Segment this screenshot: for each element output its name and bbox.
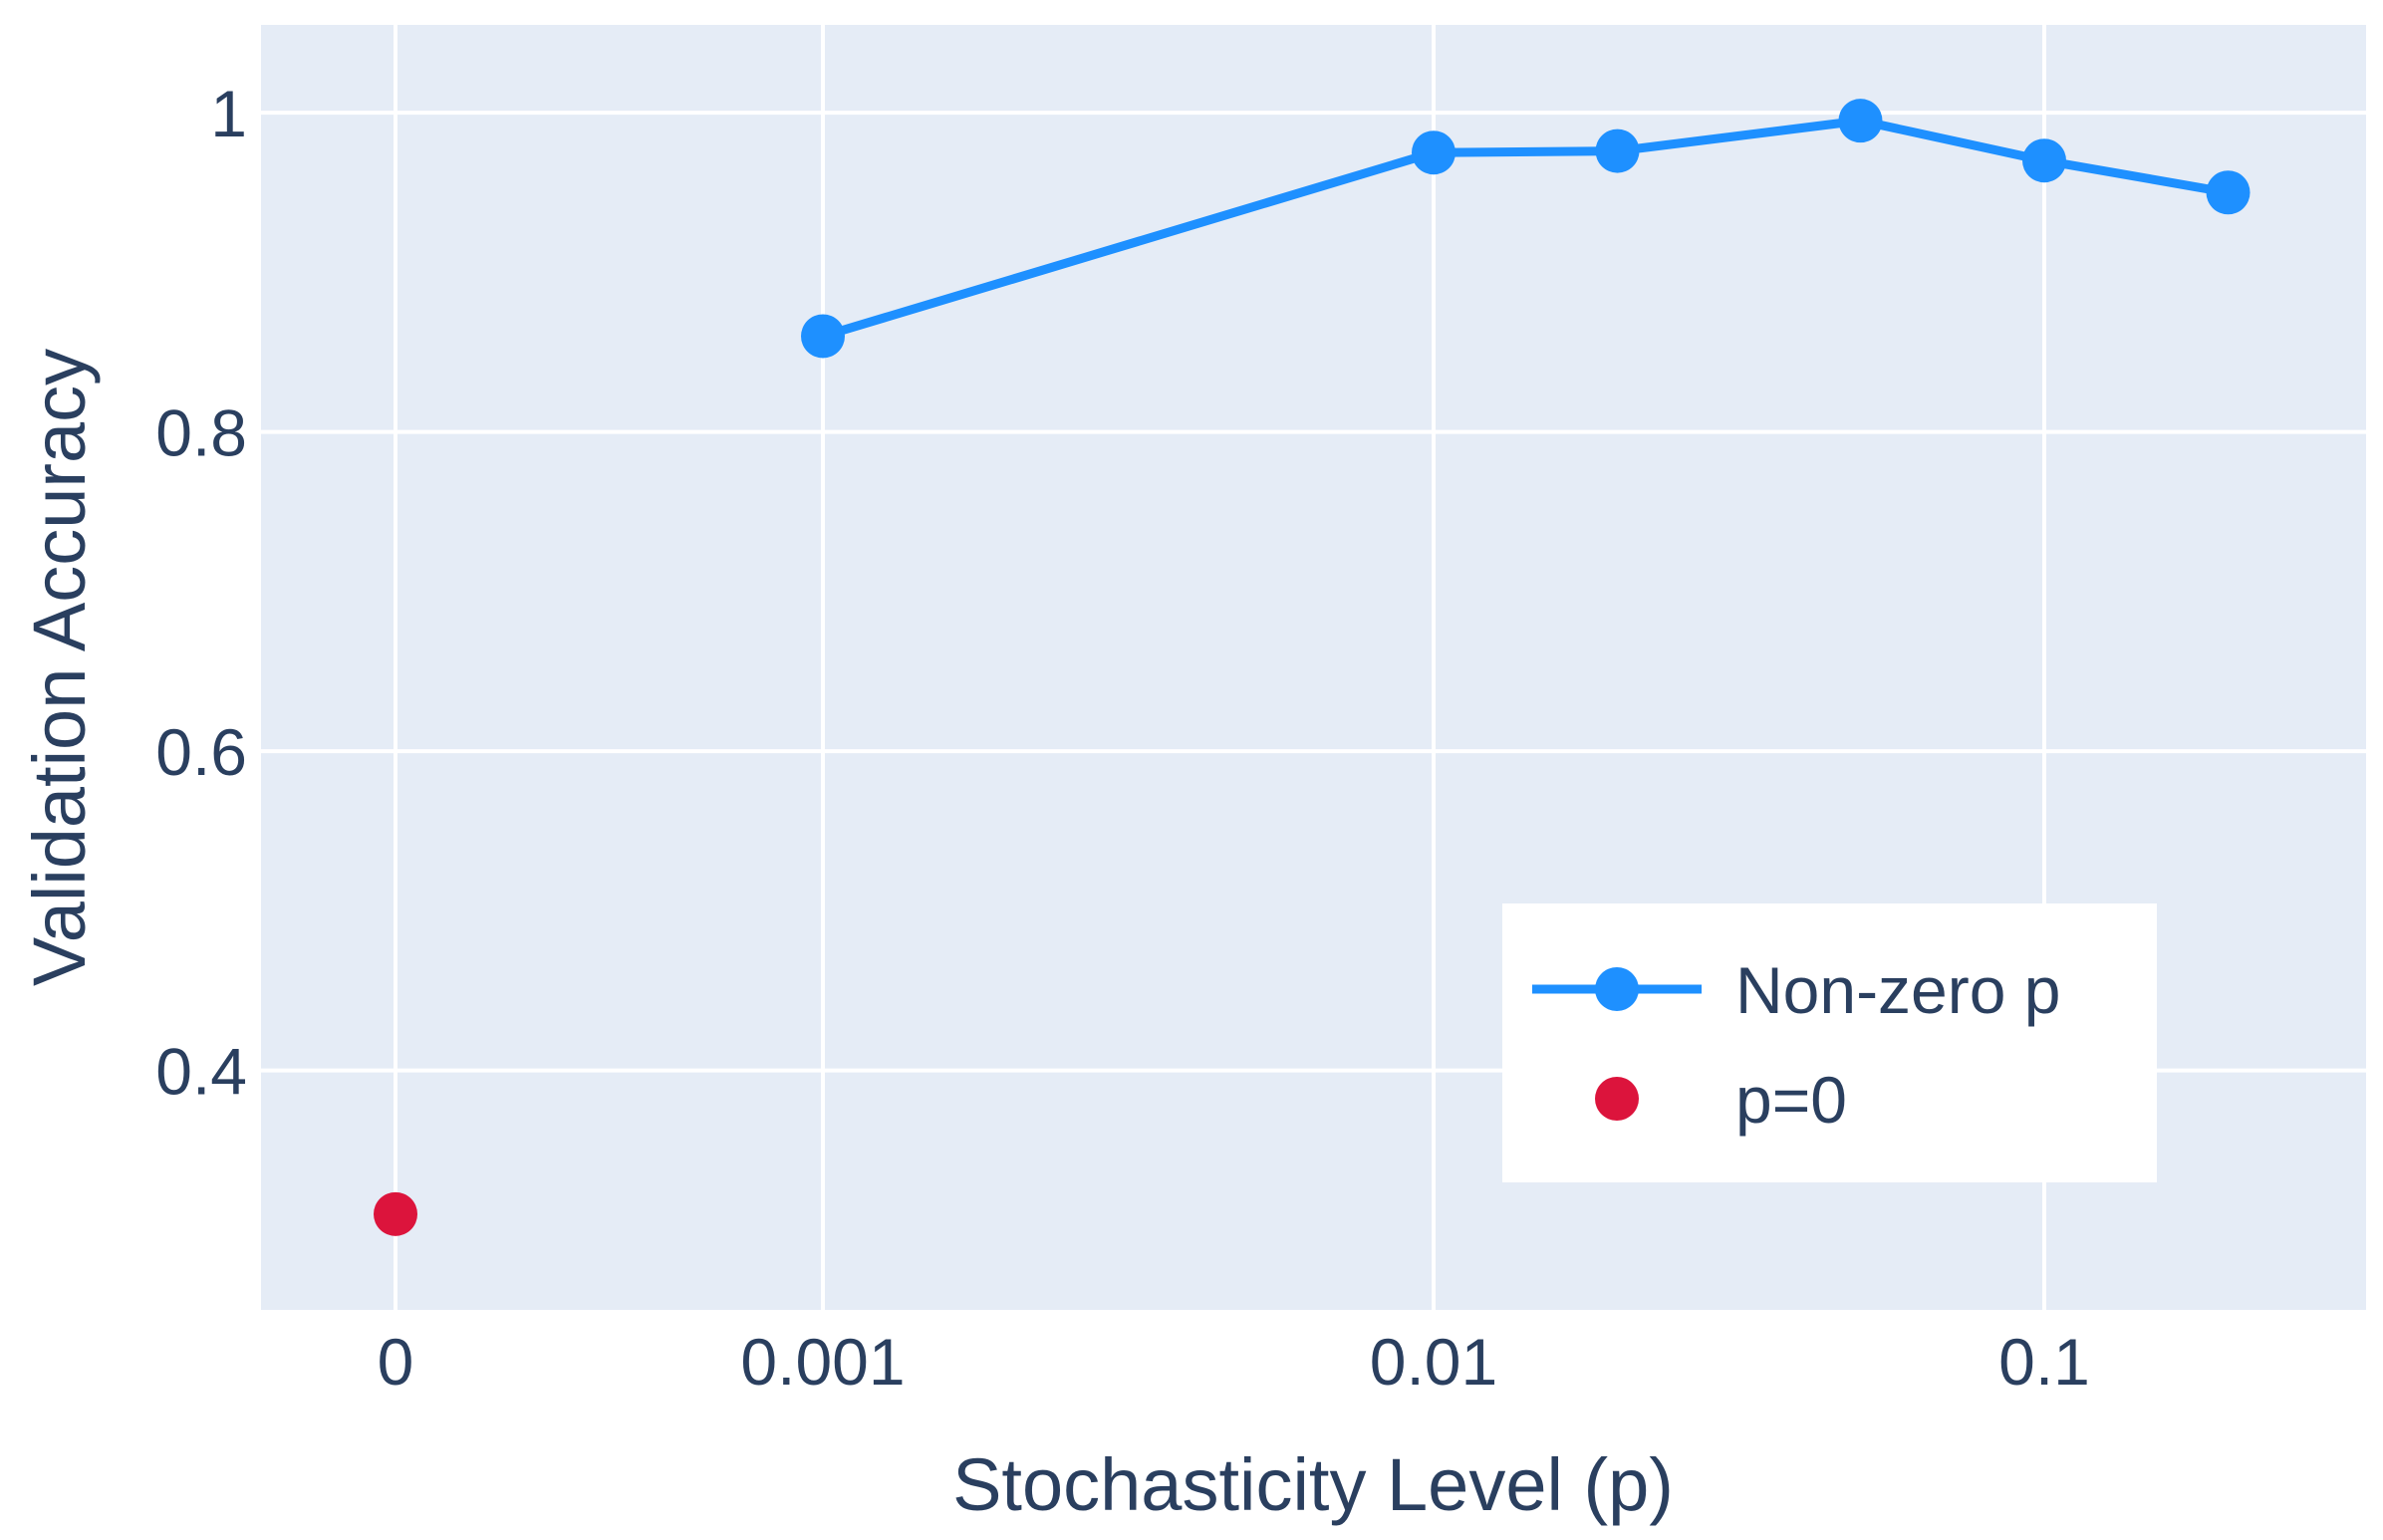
y-tick-label: 0.8 <box>155 396 247 470</box>
x-tick-label: 0.001 <box>740 1325 905 1399</box>
data-point[interactable] <box>1412 130 1456 175</box>
legend-label: Non-zero p <box>1735 953 2061 1027</box>
data-point[interactable] <box>2022 138 2066 183</box>
x-tick-label: 0 <box>378 1325 414 1399</box>
y-tick-label: 0.4 <box>155 1035 247 1109</box>
data-point[interactable] <box>374 1191 417 1236</box>
x-tick-label: 0.1 <box>1998 1325 2090 1399</box>
data-point[interactable] <box>801 314 845 359</box>
x-tick-label: 0.01 <box>1370 1325 1497 1399</box>
legend-box <box>1502 903 2157 1182</box>
series-line <box>821 116 2230 341</box>
x-axis-title: Stochasticity Level (p) <box>952 1443 1674 1526</box>
series-p-zero <box>374 1191 417 1236</box>
legend-marker-swatch <box>1595 967 1639 1011</box>
data-point[interactable] <box>2206 170 2251 215</box>
data-point[interactable] <box>1595 128 1640 173</box>
y-tick-label: 0.6 <box>155 715 247 789</box>
y-tick-labels: 0.4 0.6 0.8 1 <box>155 77 247 1108</box>
legend-item[interactable]: p=0 <box>1595 1063 1847 1137</box>
series-layer <box>374 99 2251 1236</box>
legend-item[interactable]: Non-zero p <box>1532 953 2061 1027</box>
series-non-zero-p <box>801 99 2251 359</box>
legend-items: Non-zero p p=0 <box>1532 953 2061 1137</box>
y-axis-title: Validation Accuracy <box>18 349 101 986</box>
legend[interactable]: Non-zero p p=0 <box>1502 903 2157 1182</box>
legend-label: p=0 <box>1735 1063 1847 1137</box>
y-tick-label: 1 <box>210 77 247 150</box>
legend-marker-swatch <box>1595 1077 1639 1121</box>
x-tick-labels: 0 0.001 0.01 0.1 <box>378 1325 2090 1399</box>
data-point[interactable] <box>1838 99 1883 143</box>
